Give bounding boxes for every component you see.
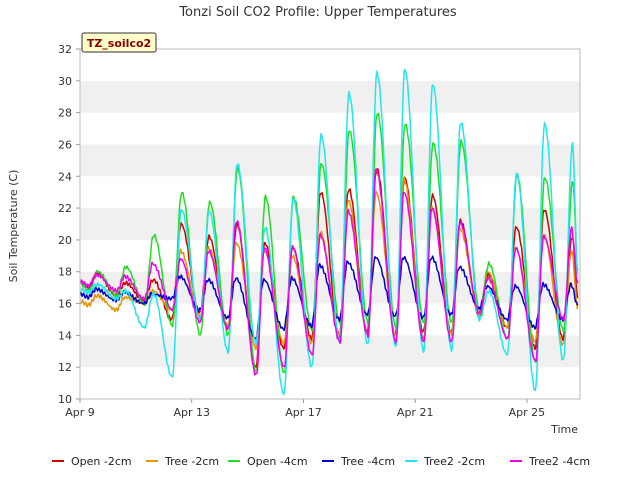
legend-label: Tree2 -4cm <box>528 455 590 468</box>
legend-item: Open -2cm <box>52 455 132 468</box>
site-badge: TZ_soilco2 <box>81 32 157 53</box>
legend: Open -2cm Tree -2cm Open -4cm Tree -4cm Tree… <box>52 455 590 468</box>
series-lines <box>79 68 579 396</box>
legend-label: Tree2 -2cm <box>423 455 485 468</box>
x-axis-label: Time <box>550 423 578 436</box>
grid-band <box>80 80 580 113</box>
series-line-tree2-4cm <box>79 168 579 376</box>
y-axis-label: Soil Temperature (C) <box>7 170 20 283</box>
series-line-tree2-2cm <box>79 68 579 396</box>
legend-item: Tree -4cm <box>322 455 395 468</box>
grid-band <box>80 303 580 336</box>
x-tick-label: Apr 21 <box>397 406 434 419</box>
y-tick-label: 32 <box>58 43 72 56</box>
site-badge-label: TZ_soilco2 <box>87 37 151 50</box>
legend-label: Open -2cm <box>71 455 132 468</box>
x-tick-label: Apr 9 <box>65 406 95 419</box>
legend-label: Tree -4cm <box>340 455 395 468</box>
grid-band <box>80 144 580 177</box>
grid-band <box>80 49 580 81</box>
legend-item: Open -4cm <box>228 455 308 468</box>
x-tick-label: Apr 13 <box>173 406 210 419</box>
legend-item: Tree2 -4cm <box>510 455 590 468</box>
x-axis: Apr 9 Apr 13 Apr 17 Apr 21 Apr 25 <box>65 399 545 419</box>
y-tick-label: 18 <box>58 266 72 279</box>
grid-band <box>80 367 580 399</box>
y-tick-label: 14 <box>58 329 72 342</box>
y-tick-label: 24 <box>58 170 72 183</box>
grid-band <box>80 176 580 209</box>
y-tick-label: 12 <box>58 361 72 374</box>
y-tick-label: 30 <box>58 75 72 88</box>
legend-label: Tree -2cm <box>164 455 219 468</box>
legend-label: Open -4cm <box>247 455 308 468</box>
y-tick-label: 20 <box>58 234 72 247</box>
y-tick-label: 22 <box>58 202 72 215</box>
y-axis: 10 12 14 16 18 20 22 24 26 28 30 32 <box>58 43 80 406</box>
chart-title: Tonzi Soil CO2 Profile: Upper Temperatur… <box>178 5 457 20</box>
x-tick-label: Apr 17 <box>285 406 322 419</box>
y-tick-label: 26 <box>58 138 72 151</box>
y-tick-label: 16 <box>58 298 72 311</box>
legend-item: Tree -2cm <box>146 455 219 468</box>
x-tick-label: Apr 25 <box>509 406 546 419</box>
y-tick-label: 28 <box>58 107 72 120</box>
plot-frame <box>79 48 581 400</box>
series-line-tree-4cm <box>79 255 579 340</box>
grid-band <box>80 112 580 145</box>
legend-item: Tree2 -2cm <box>405 455 485 468</box>
y-tick-label: 10 <box>58 393 72 406</box>
